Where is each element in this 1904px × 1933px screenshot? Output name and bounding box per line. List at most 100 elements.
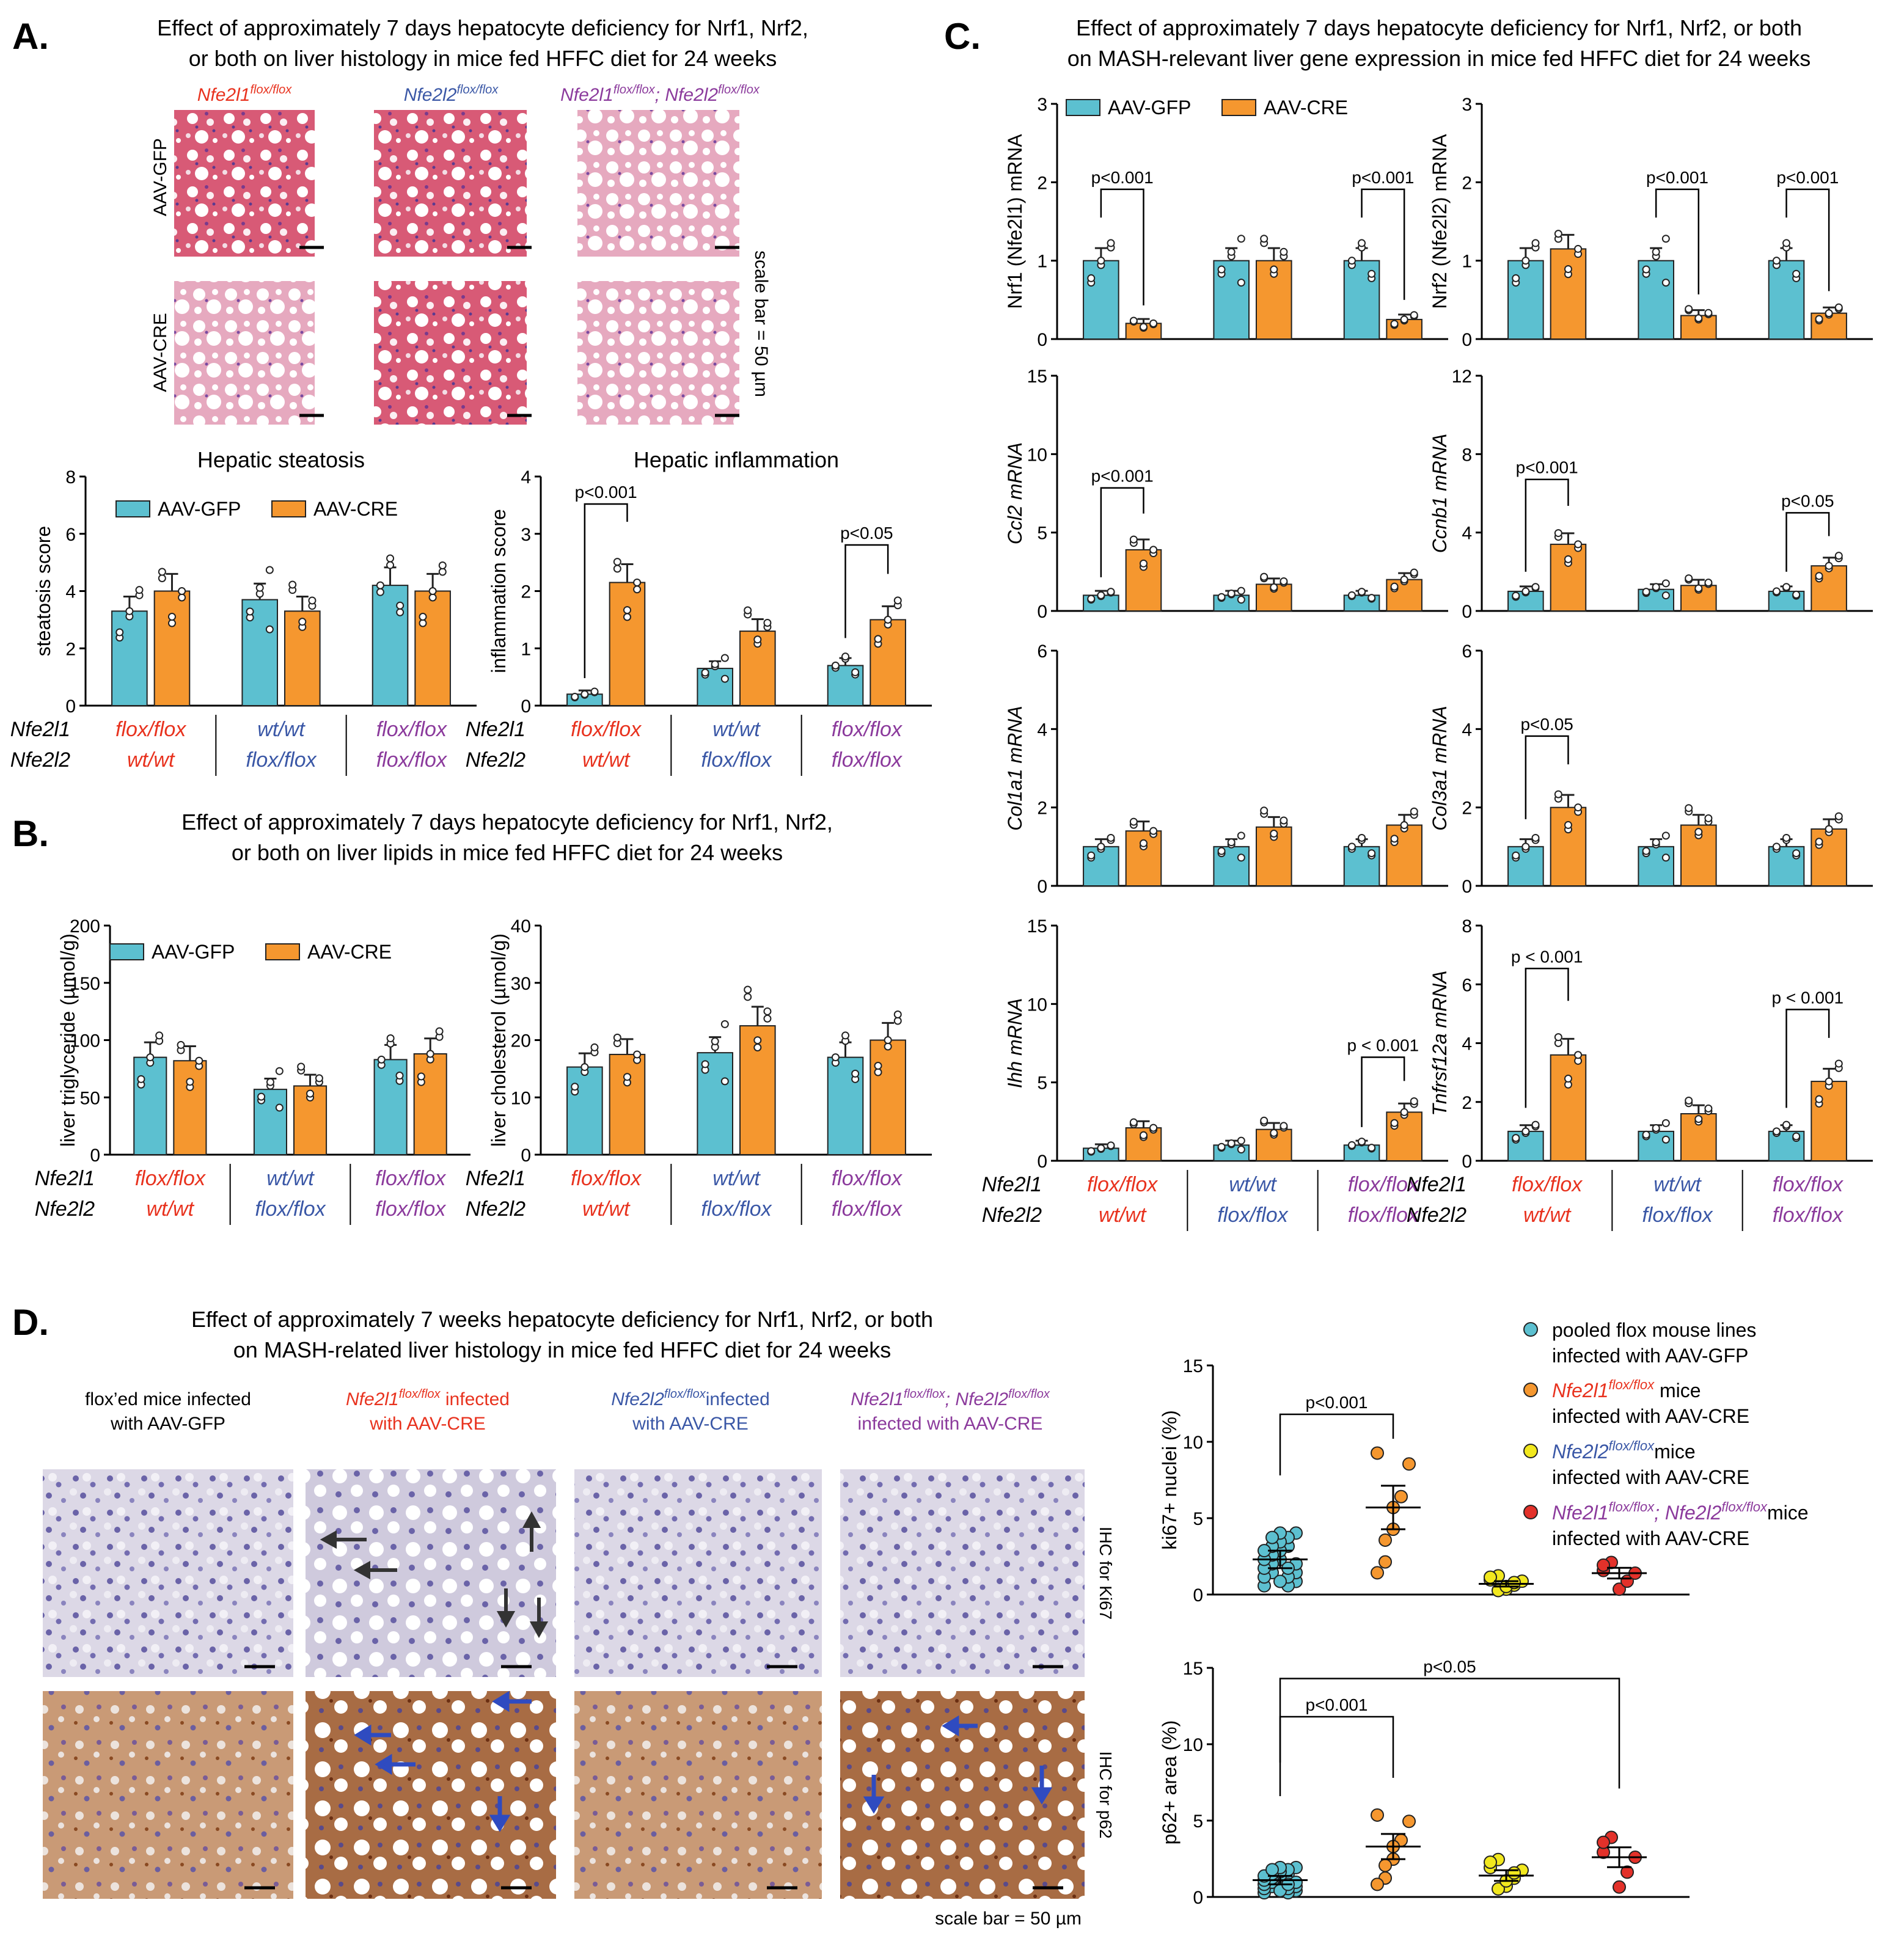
data-point bbox=[1772, 587, 1781, 596]
ihc-p62-image-gfp bbox=[43, 1691, 293, 1899]
data-point bbox=[1280, 816, 1288, 825]
data-point bbox=[1371, 1446, 1384, 1460]
significance-label: p<0.001 bbox=[1091, 168, 1154, 187]
data-point bbox=[1661, 831, 1670, 840]
data-point bbox=[1554, 529, 1562, 538]
data-point bbox=[1368, 269, 1376, 278]
panel-label-b: B. bbox=[12, 813, 49, 854]
genotype-nfe2l2: flox/flox bbox=[1348, 1204, 1419, 1227]
data-point bbox=[1521, 257, 1530, 265]
data-point bbox=[1260, 235, 1269, 243]
y-tick-label: 0 bbox=[90, 1146, 100, 1166]
label-line: infected with AAV-CRE bbox=[1552, 1466, 1749, 1488]
chart-hepatic-steatosis: 0 2 4 6 8 steatosis score Hepatic steatosis AAV… bbox=[10, 447, 477, 776]
data-point bbox=[1772, 842, 1781, 851]
data-point bbox=[1402, 1814, 1416, 1829]
genotype-superscript: flox/flox bbox=[1609, 1438, 1655, 1453]
label-line: pooled flox mouse lines bbox=[1552, 1319, 1756, 1341]
data-point bbox=[1521, 1127, 1530, 1136]
data-point bbox=[1097, 1144, 1105, 1152]
genotype-superscript: flox/flox bbox=[399, 1387, 441, 1401]
data-point bbox=[1270, 830, 1278, 838]
data-point bbox=[1149, 546, 1158, 554]
data-point bbox=[438, 561, 447, 569]
data-point bbox=[1554, 790, 1562, 798]
data-point bbox=[1685, 574, 1693, 583]
bar bbox=[133, 1056, 167, 1155]
data-point bbox=[419, 613, 427, 621]
data-point bbox=[178, 593, 186, 602]
data-point bbox=[1825, 825, 1833, 833]
genotype-nfe2l1: flox/flox bbox=[1512, 1173, 1583, 1196]
data-point bbox=[1521, 587, 1530, 596]
he-image-double-cre bbox=[577, 281, 739, 425]
panel-c-title-line1: Effect of approximately 7 days hepatocyt… bbox=[1076, 15, 1802, 40]
y-tick-label: 4 bbox=[521, 467, 531, 488]
genotype-nfe2l2: wt/wt bbox=[582, 748, 631, 772]
data-point bbox=[623, 606, 631, 615]
data-point bbox=[266, 1078, 274, 1086]
data-point bbox=[306, 1089, 315, 1098]
y-tick-label: 8 bbox=[65, 467, 76, 488]
ihc-ki67-image-nfe2l1 bbox=[306, 1469, 556, 1677]
y-tick-label: 4 bbox=[65, 582, 76, 602]
data-point bbox=[831, 1053, 840, 1062]
ihc-col-label-nfe2l2: Nfe2l2flox/floxinfected with AAV-CRE bbox=[611, 1387, 770, 1434]
data-point bbox=[1390, 582, 1399, 591]
genotype-superscript: flox/flox bbox=[664, 1387, 706, 1401]
legend-item-double: Nfe2l1flox/flox; Nfe2l2flox/floxmice infe… bbox=[1552, 1499, 1809, 1549]
data-point bbox=[1260, 806, 1269, 815]
bar bbox=[1507, 260, 1544, 340]
data-point bbox=[1652, 838, 1660, 847]
y-axis-label: Nrf1 (Nfe2l1) mRNA bbox=[1004, 134, 1026, 309]
data-point bbox=[426, 1050, 434, 1058]
panel-a-title-line1: Effect of approximately 7 days hepatocyt… bbox=[157, 15, 808, 40]
he-row-label-cre: AAV-CRE bbox=[150, 313, 170, 392]
data-point bbox=[1507, 1576, 1521, 1590]
data-point bbox=[1685, 1096, 1693, 1105]
data-point bbox=[1782, 239, 1791, 247]
data-point bbox=[1825, 309, 1833, 318]
y-tick-label: 20 bbox=[511, 1031, 531, 1051]
data-point bbox=[1642, 847, 1650, 855]
data-point bbox=[1237, 853, 1245, 862]
significance-label: p<0.001 bbox=[1091, 467, 1154, 486]
genotype-row2-label: Nfe2l2 bbox=[982, 1204, 1042, 1227]
genotype-nfe2l2: flox/flox bbox=[701, 1197, 772, 1221]
y-axis-label: ki67+ nuclei (%) bbox=[1159, 1410, 1181, 1550]
data-point bbox=[1139, 559, 1148, 568]
data-point bbox=[1129, 817, 1138, 826]
data-point bbox=[1280, 247, 1288, 256]
data-point bbox=[135, 586, 144, 594]
data-point bbox=[377, 1055, 386, 1064]
data-point bbox=[308, 596, 317, 605]
data-point bbox=[1694, 828, 1703, 836]
y-tick-label: 0 bbox=[1462, 330, 1472, 350]
data-point bbox=[1390, 835, 1399, 843]
y-tick-label: 15 bbox=[1183, 1659, 1203, 1679]
data-point bbox=[1358, 1138, 1366, 1146]
y-tick-label: 15 bbox=[1027, 367, 1047, 387]
data-point bbox=[1564, 1075, 1572, 1083]
genotype-superscript: flox/flox bbox=[718, 83, 760, 97]
label-text: mice bbox=[1767, 1502, 1809, 1524]
data-point bbox=[386, 554, 395, 563]
data-point bbox=[1347, 1141, 1356, 1149]
data-point bbox=[633, 578, 642, 586]
data-point bbox=[720, 654, 729, 662]
data-point bbox=[1642, 265, 1650, 274]
bar bbox=[609, 1053, 646, 1155]
panel-b-title-line1: Effect of approximately 7 days hepatocyt… bbox=[181, 809, 833, 835]
data-point bbox=[1574, 803, 1583, 812]
significance-bracket bbox=[1279, 1413, 1394, 1475]
genotype-nfe2l1: flox/flox bbox=[376, 718, 447, 741]
he-image-nfe2l1-cre bbox=[174, 281, 315, 425]
data-point bbox=[177, 1040, 185, 1049]
genotype-row1-label: Nfe2l1 bbox=[982, 1173, 1042, 1196]
data-point bbox=[1237, 1146, 1245, 1154]
genotype-nfe2l1: wt/wt bbox=[257, 718, 306, 741]
data-point bbox=[590, 1043, 599, 1051]
data-point bbox=[1704, 579, 1713, 587]
data-point bbox=[186, 1078, 194, 1086]
data-point bbox=[428, 593, 437, 602]
